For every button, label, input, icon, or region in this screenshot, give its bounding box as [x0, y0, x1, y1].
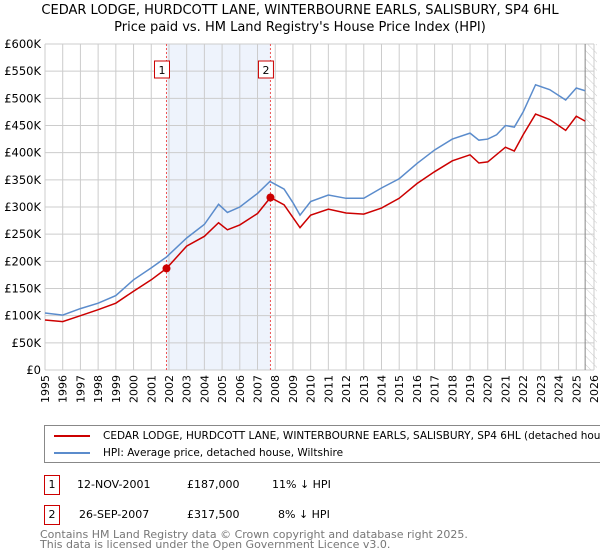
transaction-number: 1 — [44, 475, 60, 495]
x-tick-label: 2012 — [340, 375, 353, 403]
x-tick-label: 2023 — [535, 375, 548, 403]
x-tick-label: 2005 — [216, 375, 229, 403]
legend-label-property: CEDAR LODGE, HURDCOTT LANE, WINTERBOURNE… — [103, 430, 600, 442]
y-tick-label: £350K — [4, 173, 41, 187]
x-tick-label: 2015 — [393, 375, 406, 403]
transaction-row: 2 26-SEP-2007 £317,500 8% ↓ HPI — [44, 505, 544, 525]
x-tick-label: 2011 — [322, 375, 335, 403]
x-tick-label: 2021 — [499, 375, 512, 403]
x-tick-label: 2006 — [234, 375, 247, 403]
x-tick-label: 2025 — [570, 375, 583, 403]
x-tick-label: 2001 — [145, 375, 158, 403]
legend: CEDAR LODGE, HURDCOTT LANE, WINTERBOURNE… — [44, 425, 600, 463]
sale-label: 2 — [262, 64, 269, 77]
sale-label-box — [257, 60, 274, 79]
x-tick-label: 2000 — [128, 375, 141, 403]
x-tick-label: 2014 — [375, 375, 388, 403]
y-tick-label: £150K — [4, 282, 41, 296]
property-series-line — [44, 113, 586, 323]
transaction-hpi-diff: 11% ↓ HPI — [272, 478, 331, 491]
y-tick-label: £550K — [4, 64, 41, 78]
sale-point — [162, 264, 171, 273]
x-tick-label: 2020 — [482, 375, 495, 403]
x-tick-label: 2024 — [553, 375, 566, 403]
x-tick-label: 2017 — [429, 375, 442, 403]
transaction-price: £317,500 — [187, 508, 240, 521]
chart-title: CEDAR LODGE, HURDCOTT LANE, WINTERBOURNE… — [41, 3, 559, 18]
x-tick-label: 2002 — [163, 375, 176, 403]
x-tick-label: 2009 — [287, 375, 300, 403]
transaction-number: 2 — [44, 505, 60, 525]
transaction-price: £187,000 — [187, 478, 240, 491]
footer: Contains HM Land Registry data © Crown c… — [40, 528, 468, 551]
x-tick-label: 1999 — [110, 375, 123, 403]
y-tick-label: £250K — [4, 227, 41, 241]
transaction-hpi-diff: 8% ↓ HPI — [278, 508, 330, 521]
x-tick-label: 2018 — [446, 375, 459, 403]
transaction-date: 12-NOV-2001 — [77, 478, 151, 491]
y-tick-label: £100K — [4, 309, 41, 323]
footer-copyright: Contains HM Land Registry data © Crown c… — [40, 528, 468, 541]
y-tick-label: £400K — [4, 146, 41, 160]
x-tick-label: 2013 — [358, 375, 371, 403]
hpi-series-line — [44, 83, 586, 316]
y-tick-label: £50K — [12, 336, 42, 350]
chart-subtitle: Price paid vs. HM Land Registry's House … — [114, 20, 486, 35]
y-tick-label: £300K — [4, 200, 41, 214]
blue-line-swatch — [54, 452, 90, 454]
y-tick-label: £200K — [4, 254, 41, 268]
x-tick-label: 2003 — [181, 375, 194, 403]
y-tick-label: £0 — [26, 363, 41, 377]
x-tick-label: 1997 — [74, 375, 87, 403]
footer-licence: This data is licensed under the Open Gov… — [40, 538, 391, 551]
y-tick-label: £600K — [4, 37, 41, 51]
y-tick-label: £450K — [4, 119, 41, 133]
price-chart: 1995 1996 1997 1998 1999 2000 2001 2002 2003 2004… — [4, 37, 600, 403]
legend-item-hpi: HPI: Average price, detached house, Wilt… — [45, 445, 343, 461]
sale-label-box — [153, 60, 170, 79]
transaction-row: 1 12-NOV-2001 £187,000 11% ↓ HPI — [44, 475, 544, 495]
x-tick-label: 2026 — [588, 375, 600, 403]
x-tick-label: 2019 — [464, 375, 477, 403]
legend-item-property: CEDAR LODGE, HURDCOTT LANE, WINTERBOURNE… — [45, 428, 600, 444]
transaction-date: 26-SEP-2007 — [79, 508, 150, 521]
x-tick-label: 1995 — [39, 375, 52, 403]
red-line-swatch — [54, 435, 90, 437]
x-tick-label: 2022 — [517, 375, 530, 403]
x-tick-label: 2007 — [252, 375, 265, 403]
sale-point — [266, 193, 275, 202]
x-tick-label: 2008 — [269, 375, 282, 403]
sale-label: 1 — [158, 64, 165, 77]
x-tick-label: 2004 — [198, 375, 211, 403]
x-tick-label: 2010 — [305, 375, 318, 403]
x-tick-label: 1996 — [57, 375, 70, 403]
legend-label-hpi: HPI: Average price, detached house, Wilt… — [103, 447, 344, 459]
x-tick-label: 1998 — [92, 375, 105, 403]
y-tick-label: £500K — [4, 91, 41, 105]
x-tick-label: 2016 — [411, 375, 424, 403]
